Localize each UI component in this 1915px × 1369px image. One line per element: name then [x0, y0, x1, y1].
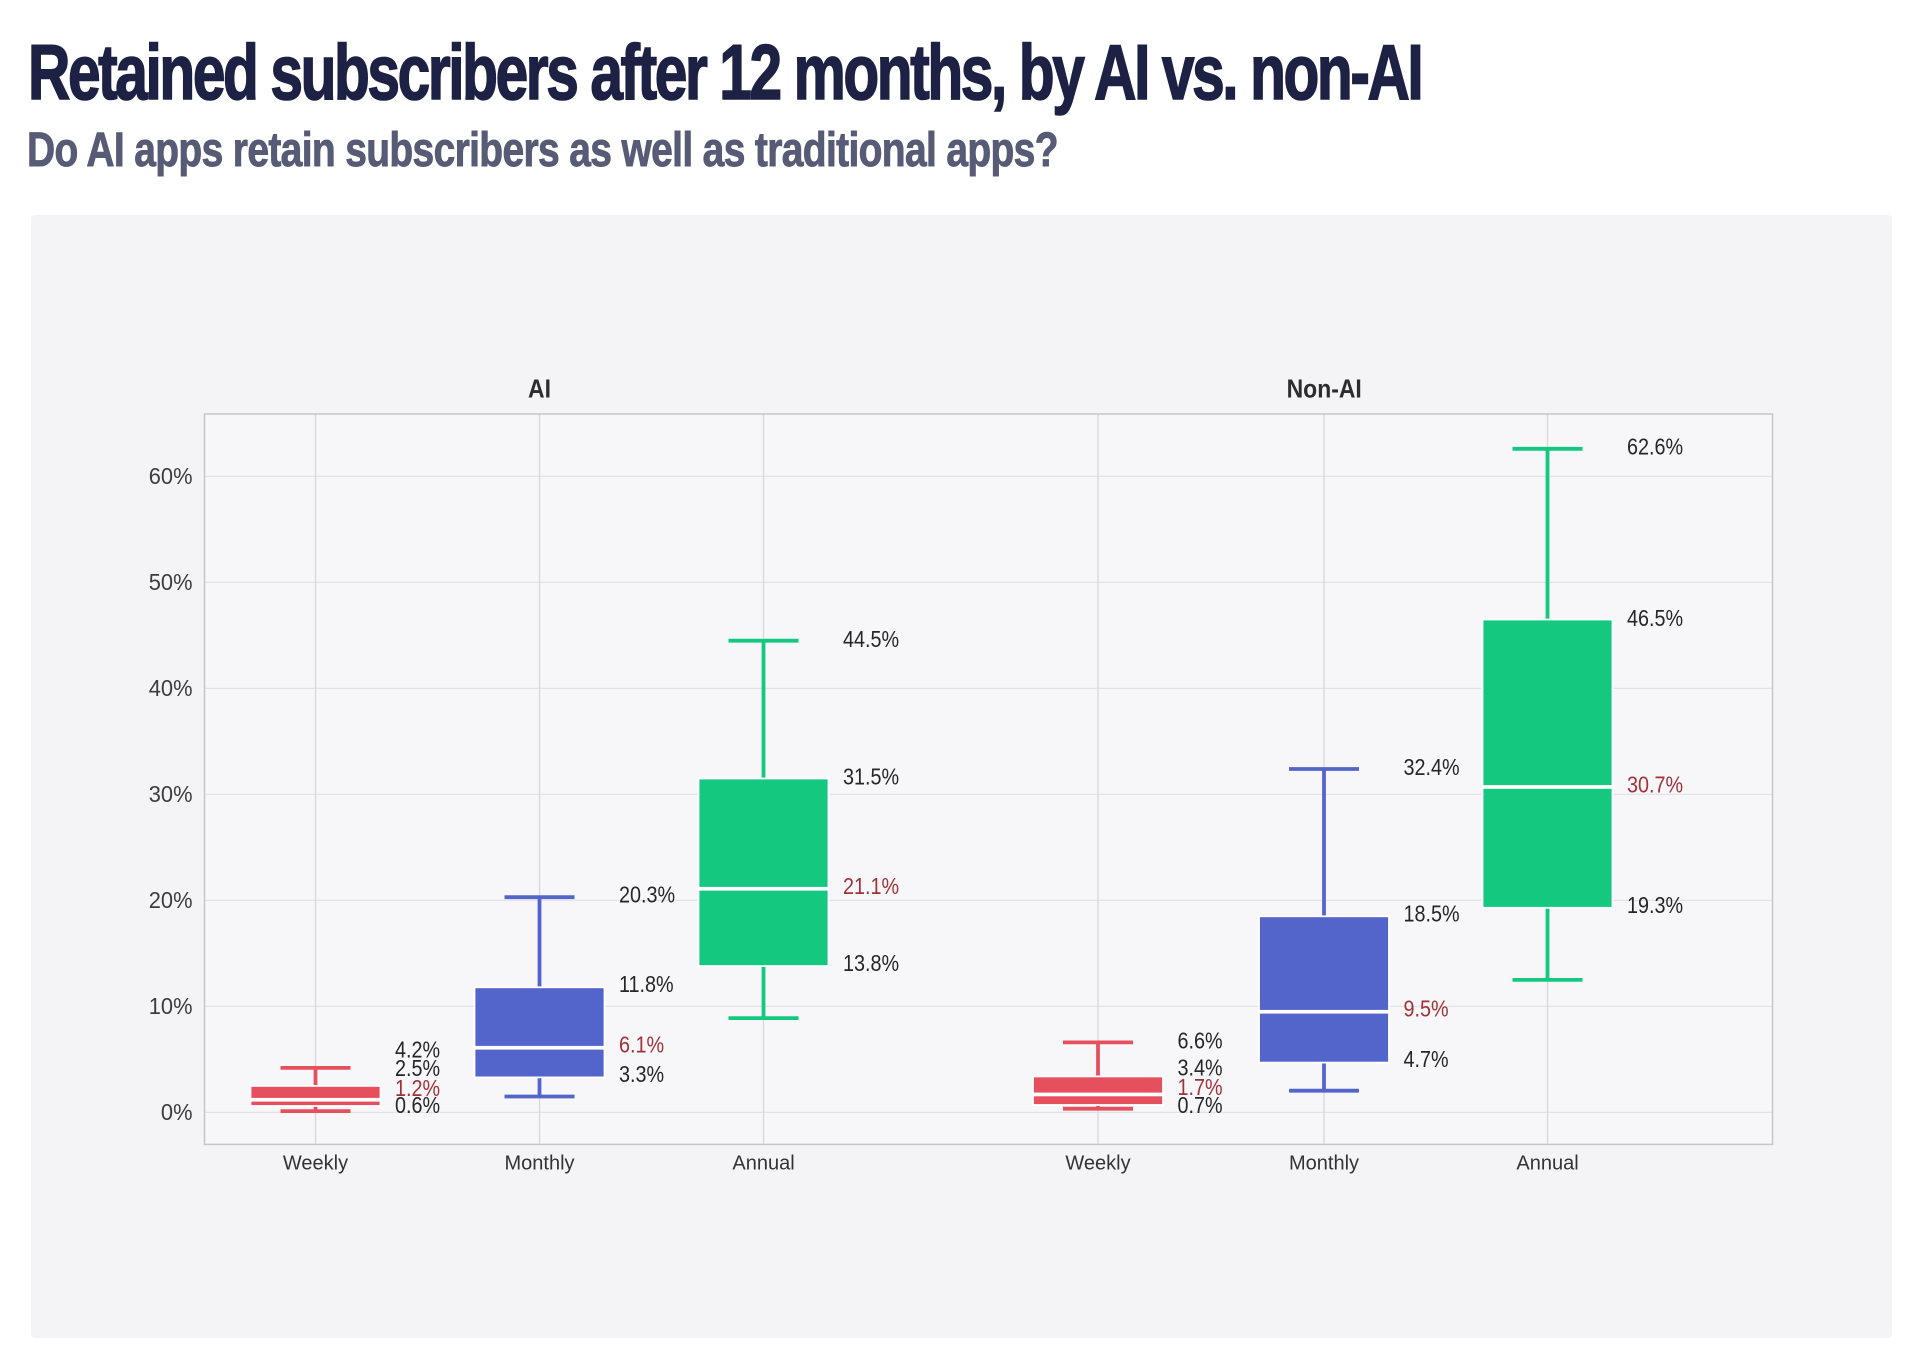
svg-text:4.7%: 4.7% — [1404, 1047, 1449, 1073]
svg-text:3.4%: 3.4% — [1178, 1055, 1223, 1081]
svg-text:AI: AI — [528, 375, 551, 403]
svg-text:20.3%: 20.3% — [619, 882, 675, 908]
svg-text:9.5%: 9.5% — [1404, 996, 1449, 1022]
svg-text:40%: 40% — [149, 676, 193, 702]
svg-text:44.5%: 44.5% — [843, 627, 899, 653]
svg-text:0.6%: 0.6% — [395, 1093, 440, 1119]
svg-text:62.6%: 62.6% — [1627, 434, 1683, 460]
svg-text:20%: 20% — [149, 888, 193, 914]
svg-text:32.4%: 32.4% — [1404, 754, 1460, 780]
svg-text:Monthly: Monthly — [1289, 1153, 1359, 1175]
svg-text:21.1%: 21.1% — [843, 874, 899, 900]
svg-text:50%: 50% — [149, 570, 193, 596]
svg-text:0%: 0% — [161, 1100, 193, 1126]
svg-text:30%: 30% — [149, 782, 193, 808]
svg-text:6.1%: 6.1% — [619, 1032, 664, 1058]
svg-text:10%: 10% — [149, 994, 193, 1020]
svg-text:13.8%: 13.8% — [843, 951, 899, 977]
svg-text:Non-AI: Non-AI — [1287, 375, 1362, 403]
svg-text:Monthly: Monthly — [504, 1153, 574, 1175]
svg-text:1.7%: 1.7% — [1178, 1075, 1223, 1101]
svg-text:19.3%: 19.3% — [1627, 893, 1683, 919]
svg-text:31.5%: 31.5% — [843, 764, 899, 790]
svg-text:2.5%: 2.5% — [395, 1056, 440, 1082]
svg-text:Annual: Annual — [1516, 1153, 1578, 1175]
svg-text:0.7%: 0.7% — [1178, 1092, 1223, 1118]
svg-text:6.6%: 6.6% — [1178, 1028, 1223, 1054]
svg-text:3.3%: 3.3% — [619, 1062, 664, 1088]
svg-text:4.2%: 4.2% — [395, 1037, 440, 1063]
svg-text:Annual: Annual — [732, 1153, 794, 1175]
svg-text:30.7%: 30.7% — [1627, 772, 1683, 798]
svg-text:Weekly: Weekly — [1065, 1153, 1130, 1175]
svg-text:11.8%: 11.8% — [619, 972, 674, 998]
svg-text:1.2%: 1.2% — [395, 1076, 440, 1102]
svg-text:60%: 60% — [149, 464, 193, 490]
svg-text:46.5%: 46.5% — [1627, 606, 1683, 632]
svg-text:Weekly: Weekly — [283, 1153, 348, 1175]
svg-text:18.5%: 18.5% — [1404, 901, 1460, 927]
